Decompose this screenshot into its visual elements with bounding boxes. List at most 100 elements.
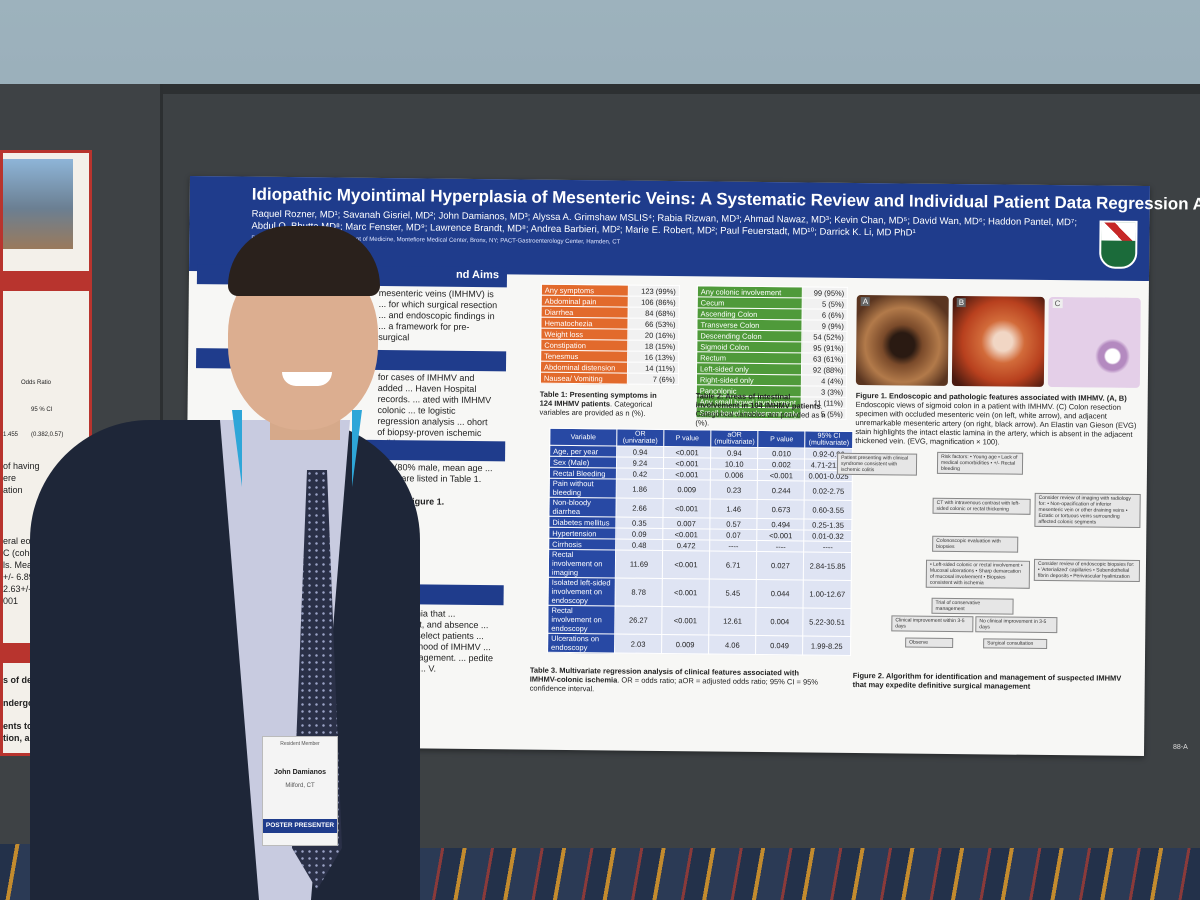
table-3-variable: Diabetes mellitus [548, 516, 616, 528]
table-3-body: Age, per year 0.94 <0.001 0.94 0.010 0.92-0.9… [547, 445, 853, 656]
table-3-regression: Variable OR (univariate) P value aOR (multi… [547, 428, 853, 656]
flow-surgery: Surgical consultation [983, 638, 1048, 650]
table-3-cell: 6.71 [709, 550, 758, 580]
left-frag-9: 001 [3, 596, 19, 606]
table-3-cell: 0.009 [663, 479, 711, 499]
table-1-caption: Table 1: Presenting symptoms in 124 IMHM… [539, 390, 669, 418]
badge-ribbon: Resident Member [280, 741, 320, 747]
table-2-caption: Table 2: Areas of intestinal involvement… [695, 391, 835, 428]
figure-1-caption: Figure 1. Endoscopic and pathologic feat… [855, 391, 1142, 448]
table-3-variable: Isolated left-sided involvement on endos… [548, 577, 616, 606]
table-1-symptoms: Any symptoms 123 (99%) Abdominal pain 106 (… [540, 284, 680, 385]
table-3-cell: <0.001 [662, 498, 711, 518]
left-value-2: (0.382,0.57) [31, 432, 64, 438]
badge-location: Milford, CT [285, 783, 315, 789]
table-1-value: 123 (99%) [628, 285, 680, 297]
table-3-cell: 26.27 [614, 605, 663, 635]
figure-2-flowchart: Patient presenting with clinical syndrom… [835, 451, 1141, 664]
table-1-label: Abdominal pain [541, 295, 629, 308]
table-3-header-cell: OR (univariate) [616, 428, 664, 447]
table-3-row: Rectal involvement on imaging 11.69 <0.001… [548, 549, 852, 581]
flow-findings: • Left-sided colonic or rectal involveme… [925, 559, 1031, 589]
table-1-label: Diarrhea [541, 306, 629, 319]
flow-colonoscopy: Colonoscopic evaluation with biopsies [932, 535, 1019, 553]
university-crest-logo [1099, 220, 1138, 269]
left-frag-12: ents to [3, 721, 33, 731]
presenter-smile [282, 372, 332, 386]
table-3-variable: Age, per year [549, 445, 617, 457]
presenter-jacket [30, 420, 420, 900]
table-1-value: 18 (15%) [627, 340, 679, 352]
endoscopy-image-a: A [855, 294, 949, 386]
table-3-cell: <0.001 [662, 528, 710, 540]
table-1-value: 14 (11%) [627, 362, 679, 374]
table-3-variable: Pain without bleeding [549, 478, 617, 498]
table-3-cell: 0.48 [615, 538, 663, 551]
table-3-cell: <0.001 [663, 468, 711, 480]
table-3-row: Isolated left-sided involvement on endos… [548, 577, 852, 609]
table-3-cell: <0.001 [757, 529, 805, 541]
left-poster-photo [3, 159, 73, 249]
badge-presenter-strip: POSTER PRESENTER [263, 819, 337, 833]
table-3-cell: 0.049 [755, 635, 804, 655]
left-poster-red-bar [3, 271, 89, 291]
table-3-cell: 0.002 [757, 458, 806, 470]
table-3-cell: 0.007 [662, 517, 710, 529]
figure-2-caption-title: Figure 2. Algorithm for identification a… [852, 670, 1122, 691]
table-3-cell: 0.004 [756, 607, 804, 636]
table-3-cell: 0.42 [616, 467, 664, 480]
table-1-value: 106 (86%) [628, 296, 680, 308]
table-1-label: Nausea/ Vomiting [540, 372, 628, 385]
table-2-value: 92 (88%) [801, 363, 847, 376]
table-3-variable: Hypertension [548, 527, 616, 539]
table-3-cell: 0.010 [758, 447, 806, 459]
table-2-value: 95 (91%) [802, 341, 848, 354]
left-frag-1: of having [3, 461, 40, 471]
figure-2-caption: Figure 2. Algorithm for identification a… [853, 671, 1133, 692]
table-1-value: 84 (68%) [628, 307, 680, 319]
name-badge: Resident Member John Damianos Milford, C… [262, 736, 338, 846]
table-1-body: Any symptoms 123 (99%) Abdominal pain 106 (… [540, 284, 680, 385]
table-1-value: 66 (53%) [627, 318, 680, 330]
table-3-cell: <0.001 [662, 550, 710, 579]
endoscopy-image-b: B [951, 295, 1045, 387]
table-3-variable: Cirrhosis [548, 538, 616, 550]
flow-observe: Observe [905, 637, 954, 649]
table-1-label: Hematochezia [540, 317, 629, 330]
left-odds-label: Odds Ratio [21, 380, 52, 386]
flow-start: Patient presenting with clinical syndrom… [836, 452, 918, 476]
left-value-1: 1.455 [3, 432, 19, 438]
left-frag-11: ndergo [3, 698, 34, 708]
table-3-row: Rectal involvement on endoscopy 26.27 <0.0… [547, 605, 851, 637]
table-3-variable: Rectal involvement on endoscopy [547, 605, 616, 634]
table-3-cell: 0.09 [615, 527, 663, 540]
intro-heading-text: nd Aims [455, 268, 500, 282]
badge-name: John Damianos [273, 769, 327, 776]
table-3-header-cell: aOR (multivariate) [710, 429, 759, 448]
table-3-variable: Sex (Male) [549, 456, 617, 468]
table-3-cell: 4.06 [708, 634, 757, 655]
flow-ct: CT with intravenous contrast with left-s… [932, 497, 1031, 515]
table-3-cell: <0.001 [662, 578, 710, 607]
table-2-value: 6 (6%) [802, 308, 848, 321]
board-tag: 88-A [1173, 744, 1188, 751]
left-frag-3: ation [3, 485, 23, 495]
panel-label-c: C [1052, 299, 1063, 309]
table-3-cell: 1.46 [709, 498, 758, 519]
methods-text: for cases of IMHMV and added ... Haven H… [377, 371, 492, 448]
table-3-cell: 0.044 [756, 579, 804, 608]
table-3-variable: Rectal Bleeding [549, 467, 617, 479]
figure-1-caption-text: Endoscopic views of sigmoid colon in a p… [855, 399, 1137, 447]
flow-improve: Clinical improvement within 3-5 days [891, 615, 974, 633]
table-3-cell: 0.35 [615, 516, 663, 529]
table-1-value: 7 (6%) [627, 373, 679, 385]
flow-biopsy: Consider review of endoscopic biopsies f… [1033, 558, 1141, 582]
left-ci-label: 95 % CI [31, 407, 53, 413]
flow-radiology: Consider review of imaging with radiolog… [1034, 492, 1141, 528]
left-frag-13: tion, and [3, 733, 41, 743]
table-3-header-cell: P value [758, 430, 806, 448]
table-3-cell: <0.001 [661, 606, 710, 635]
table-2-value: 4 (4%) [801, 374, 847, 387]
table-2-caption-title: Table 2: Areas of intestinal involvement… [695, 391, 821, 411]
table-3-variable: Non-bloody diarrhea [548, 497, 617, 517]
